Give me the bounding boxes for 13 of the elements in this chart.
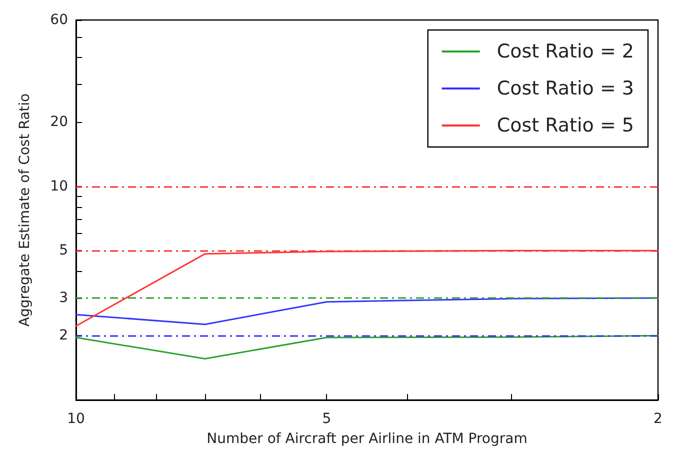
y-tick-label: 2 xyxy=(59,328,68,344)
x-axis-title: Number of Aircraft per Airline in ATM Program xyxy=(206,431,528,447)
y-tick-label: 3 xyxy=(59,290,68,306)
legend-label: Cost Ratio = 2 xyxy=(496,40,634,62)
x-tick-label: 5 xyxy=(322,411,332,427)
y-axis-title: Aggregate Estimate of Cost Ratio xyxy=(17,93,33,327)
legend-label: Cost Ratio = 3 xyxy=(496,78,634,100)
y-tick-label: 20 xyxy=(50,114,68,130)
y-tick-label: 60 xyxy=(50,12,68,28)
x-tick-label: 2 xyxy=(654,411,662,427)
y-tick-label: 5 xyxy=(59,242,68,259)
legend-label: Cost Ratio = 5 xyxy=(496,114,634,136)
y-tick-label: 10 xyxy=(50,178,68,194)
